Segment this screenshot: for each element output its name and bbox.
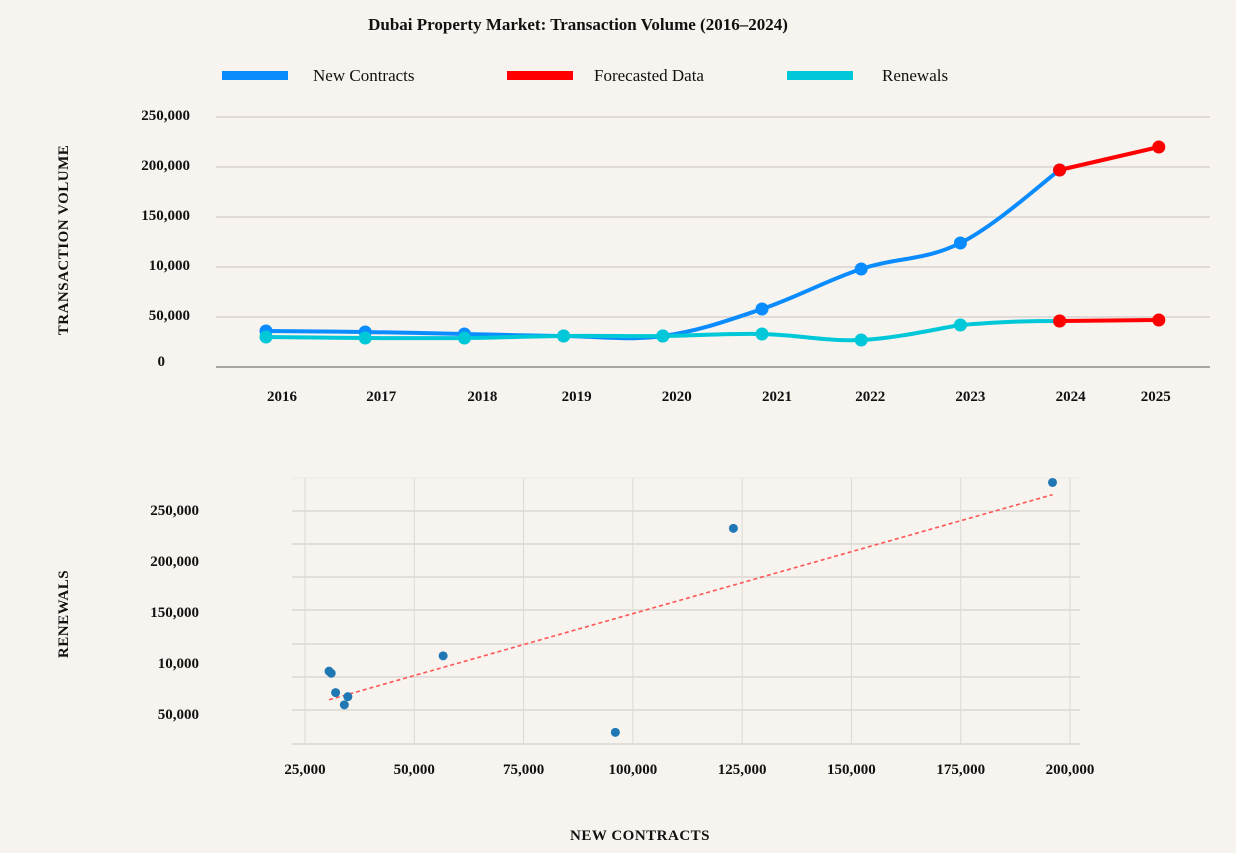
x-tick-label: 2017 [366,389,397,405]
renewals-point [854,333,868,347]
forecast-point [1053,163,1067,177]
y-tick-label: 50,000 [149,308,190,324]
renewals-point [755,327,769,341]
x-tick-label: 2020 [662,389,692,405]
legend-swatch-renewals [787,71,853,80]
forecast-point [1152,313,1166,327]
legend-label: Renewals [882,66,948,85]
y-tick-label: 50,000 [158,707,199,723]
line-chart-y-ticks: 250,000 200,000 150,000 10,000 50,000 0 [141,108,190,370]
x-tick-label: 25,000 [284,762,325,778]
scatter-point [343,692,353,702]
new-contracts-line [264,168,1062,341]
scatter-point [1048,477,1058,487]
x-tick-label: 125,000 [718,762,767,778]
scatter-point [331,688,341,698]
x-tick-label: 2024 [1056,389,1087,405]
new-contracts-point [755,302,769,316]
legend-label: Forecasted Data [594,66,704,85]
scatter-grid [292,477,1080,745]
x-tick-label: 2025 [1141,389,1171,405]
legend-swatch-new-contracts [222,71,288,80]
y-tick-label: 250,000 [141,108,190,124]
scatter-point [339,700,349,710]
x-tick-label: 50,000 [394,762,435,778]
scatter-point [326,668,336,678]
legend-swatch-forecasted-data [507,71,573,80]
scatter-point [728,523,738,533]
new-contracts-point [953,236,967,250]
renewals-point [557,329,571,343]
new-contracts-point [854,262,868,276]
renewals-point [358,331,372,345]
forecast-line [1057,145,1161,172]
x-tick-label: 2018 [467,389,497,405]
line-chart-series [259,140,1166,347]
x-tick-label: 75,000 [503,762,544,778]
scatter-x-axis-label: NEW CONTRACTS [570,828,710,844]
line-chart-y-axis-label: TRANSACTION VOLUME [56,145,72,336]
y-tick-label: 10,000 [158,656,199,672]
y-tick-label: 150,000 [141,208,190,224]
y-tick-label: 150,000 [150,605,199,621]
x-tick-label: 2023 [955,389,985,405]
forecast-point [1152,140,1166,154]
scatter-ticks: 25,000 50,000 75,000 100,000 125,000 150,000 1… [150,503,1094,778]
x-tick-label: 2019 [562,389,592,405]
y-tick-label: 250,000 [150,503,199,519]
scatter-point [438,651,448,661]
y-tick-label: 200,000 [150,554,199,570]
forecast-line [1057,318,1161,323]
line-chart-x-ticks: 2016 2017 2018 2019 2020 2021 2022 2023 2024 2025 [267,389,1171,405]
x-tick-label: 200,000 [1046,762,1095,778]
y-tick-label: 200,000 [141,158,190,174]
x-tick-label: 150,000 [827,762,876,778]
x-tick-label: 2016 [267,389,298,405]
x-tick-label: 175,000 [936,762,985,778]
scatter-point [610,727,620,737]
scatter-y-axis-label: RENEWALS [56,570,72,658]
y-tick-label: 0 [158,354,166,370]
renewals-point [656,329,670,343]
legend: New Contracts Forecasted Data Renewals [222,66,948,85]
x-tick-label: 100,000 [608,762,657,778]
forecast-point [1053,314,1067,328]
legend-label: New Contracts [313,66,415,85]
chart-title: Dubai Property Market: Transaction Volum… [368,15,788,34]
y-tick-label: 10,000 [149,258,190,274]
renewals-point [259,330,273,344]
x-tick-label: 2022 [855,389,885,405]
renewals-point [457,331,471,345]
x-tick-label: 2021 [762,389,792,405]
renewals-line [960,319,1060,327]
scatter-marks [324,477,1058,737]
line-chart-grid [216,116,1210,368]
trendline [328,493,1053,701]
